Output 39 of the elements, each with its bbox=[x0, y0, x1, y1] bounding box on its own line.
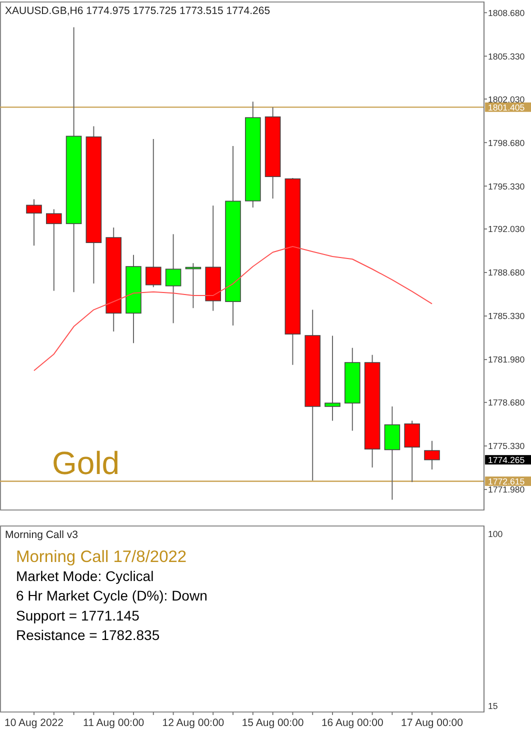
y-tick-label: 1792.030 bbox=[488, 224, 525, 234]
y-tick-label: 1785.330 bbox=[488, 311, 525, 322]
category-label: 11 Aug 00:00 bbox=[83, 717, 144, 729]
category-label: 12 Aug 00:00 bbox=[162, 717, 224, 729]
text: 6 Hr Market Cycle (D%): Down bbox=[16, 588, 208, 604]
category-label: 16 Aug 00:00 bbox=[321, 717, 384, 729]
candlestick bbox=[404, 420, 420, 483]
text: 1774.265 bbox=[488, 454, 525, 465]
annotation: Gold bbox=[52, 445, 120, 481]
y-tick-label: 1808.680 bbox=[488, 8, 525, 18]
candlestick bbox=[165, 234, 182, 324]
y-tick-label: 1802.030 bbox=[488, 94, 525, 104]
text: 100 bbox=[488, 529, 503, 539]
candlestick bbox=[324, 335, 340, 422]
ref-line-label: 1772.615 bbox=[488, 476, 525, 486]
text: 15 bbox=[488, 701, 498, 711]
y-tick-label: 1798.680 bbox=[488, 138, 525, 148]
candlestick bbox=[26, 198, 42, 246]
category-label: 15 Aug 00:00 bbox=[242, 717, 304, 729]
text: Morning Call v3 bbox=[5, 529, 78, 541]
text: Resistance = 1782.835 bbox=[16, 627, 160, 644]
candlestick bbox=[46, 208, 62, 292]
text: Market Mode: Cyclical bbox=[16, 568, 154, 584]
candlestick bbox=[424, 440, 440, 470]
y-tick-label: 1771.980 bbox=[488, 484, 525, 495]
candlestick bbox=[146, 138, 162, 288]
line-series bbox=[34, 246, 432, 372]
chart-title: XAUUSD.GB,H6 1774.975 1775.725 1773.515 1774.265 bbox=[5, 5, 270, 17]
category-label: 17 Aug 00:00 bbox=[401, 717, 464, 729]
y-tick-label: 1778.680 bbox=[488, 398, 525, 408]
text: Support = 1771.145 bbox=[16, 607, 140, 624]
y-tick-label: 1781.980 bbox=[488, 354, 525, 365]
ref-line-label: 1801.405 bbox=[488, 102, 525, 112]
y-tick-label: 1795.330 bbox=[488, 181, 525, 192]
text: Morning Call 17/8/2022 bbox=[16, 548, 187, 566]
y-tick-label: 1788.680 bbox=[488, 268, 525, 278]
category-label: 10 Aug 2022 bbox=[4, 717, 64, 729]
y-tick-label: 1775.330 bbox=[488, 441, 525, 452]
y-tick-label: 1805.330 bbox=[488, 51, 525, 62]
